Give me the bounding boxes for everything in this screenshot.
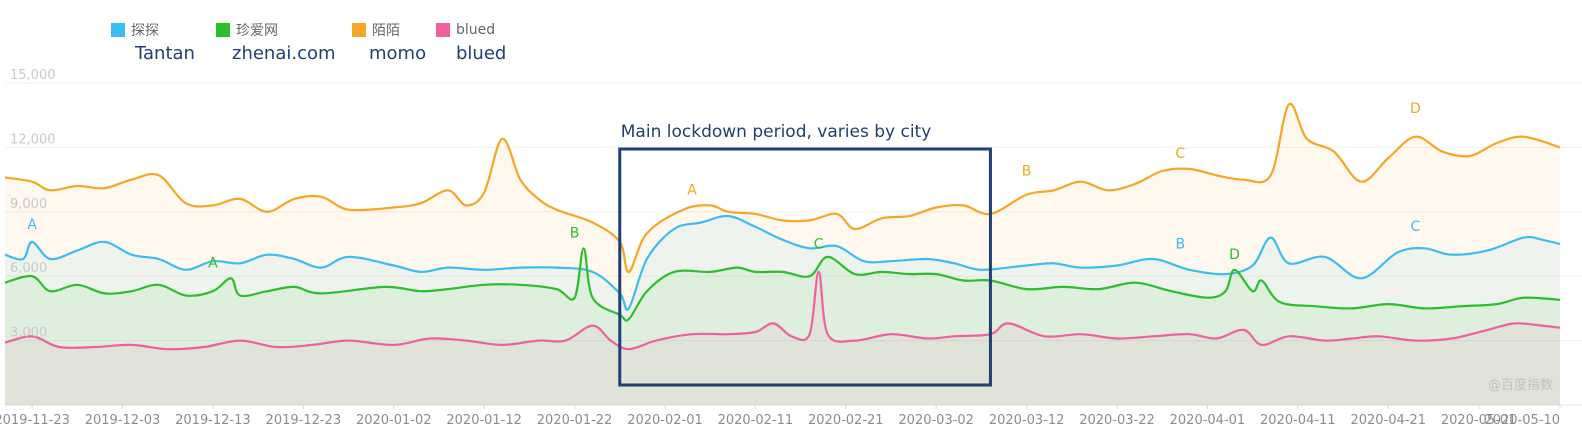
x-tick-label: 2020-03-12: [989, 413, 1065, 428]
legend-item-blued[interactable]: blued: [436, 20, 495, 40]
legend-item-momo[interactable]: 陌陌: [352, 20, 400, 40]
y-axis-ticks: 3,000 6,000 9,000 12,000 15,000: [10, 68, 56, 341]
y-tick-label: 12,000: [10, 132, 56, 147]
watermark: @百度指数: [1488, 377, 1553, 393]
x-tick-label: 2019-12-03: [85, 413, 161, 428]
annotation-tantan-b: B: [1175, 236, 1185, 252]
annotation-tantan-a: A: [27, 217, 37, 233]
series-line-tantan: [4, 214, 1561, 311]
legend-english-zhenai: zhenai.com: [232, 43, 336, 64]
legend-label-zhenai: 珍爱网: [236, 23, 278, 39]
area-momo: [5, 103, 1560, 405]
annotation-tantan-c: C: [1410, 219, 1420, 235]
legend-swatch-blued: [436, 23, 450, 37]
y-tick-label: 15,000: [10, 68, 56, 83]
x-tick-label: 2020-03-02: [898, 413, 974, 428]
legend-label-tantan: 探探: [131, 23, 159, 39]
lockdown-period-box: [618, 147, 992, 387]
annotation-zhenai-c: C: [814, 236, 824, 252]
x-tick-label: 2020-02-21: [808, 413, 884, 428]
x-tick-label: 2020-04-21: [1350, 413, 1426, 428]
annotation-zhenai-b: B: [570, 226, 580, 242]
chart-grid: [5, 82, 1582, 406]
x-tick-label: 2020-05-01: [1441, 413, 1517, 428]
x-tick-label: 2020-05-10: [1484, 413, 1560, 428]
chart-annotations: A A B A C B C B D D C: [27, 101, 1420, 272]
series-line-zhenai: [4, 247, 1561, 322]
x-tick-label: 2020-01-02: [356, 413, 432, 428]
lockdown-period-label: Main lockdown period, varies by city: [621, 122, 932, 142]
y-tick-label: 6,000: [10, 261, 47, 276]
area-blued: [5, 271, 1560, 405]
legend-english-blued: blued: [456, 43, 507, 64]
x-tick-label: 2020-02-11: [718, 413, 794, 428]
legend-label-momo: 陌陌: [372, 23, 400, 39]
x-tick-label: 2020-01-22: [537, 413, 613, 428]
series-line-blued: [4, 270, 1561, 351]
chart-lines: [4, 102, 1561, 351]
y-tick-label: 3,000: [10, 326, 47, 341]
x-tick-label: 2020-03-22: [1079, 413, 1155, 428]
x-tick-label: 2019-12-13: [175, 413, 251, 428]
legend-item-zhenai[interactable]: 珍爱网: [216, 20, 278, 40]
x-tick-label: 2020-02-01: [627, 413, 703, 428]
annotation-momo-b: B: [1022, 163, 1032, 179]
x-tick-label: 2020-01-12: [446, 413, 522, 428]
legend-item-tantan[interactable]: 探探: [111, 20, 159, 40]
annotation-momo-a: A: [687, 183, 697, 199]
x-tick-label: 2019-11-23: [0, 413, 70, 428]
annotation-zhenai-a: A: [208, 256, 218, 272]
x-tick-label: 2019-12-23: [266, 413, 342, 428]
annotation-zhenai-d: D: [1229, 247, 1240, 263]
x-tick-label: 2020-04-01: [1170, 413, 1246, 428]
legend-swatch-momo: [352, 23, 366, 37]
legend-english-tantan: Tantan: [135, 43, 195, 64]
legend-label-blued: blued: [456, 22, 496, 38]
annotation-momo-c: C: [1175, 146, 1185, 162]
x-axis-ticks: 2019-11-23 2019-12-03 2019-12-13 2019-12-23…: [0, 405, 1561, 428]
y-tick-label: 9,000: [10, 197, 47, 212]
legend-swatch-zhenai: [216, 23, 230, 37]
series-line-momo: [4, 102, 1561, 274]
area-tantan: [5, 216, 1560, 405]
legend-english-momo: momo: [369, 43, 427, 64]
annotation-momo-d: D: [1410, 101, 1421, 117]
legend-swatch-tantan: [111, 23, 125, 37]
x-tick-label: 2020-04-11: [1260, 413, 1336, 428]
